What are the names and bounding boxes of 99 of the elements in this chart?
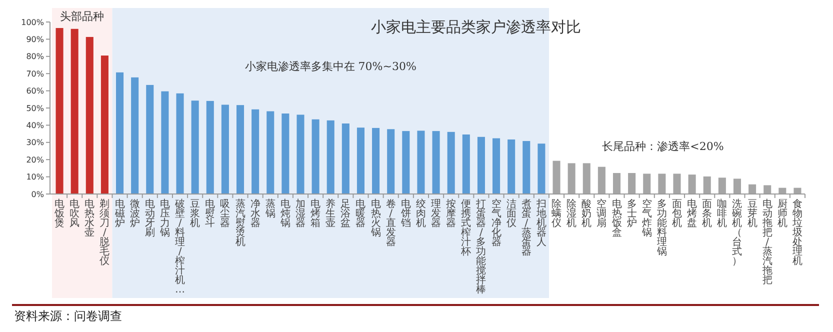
bar <box>538 144 546 194</box>
x-tick-label: 养生壶 <box>326 198 336 229</box>
annotation: 长尾品种：渗透率<20% <box>602 140 724 153</box>
x-tick-label: 电熨斗 <box>205 198 216 229</box>
y-tick-label: 60% <box>26 86 44 96</box>
text: 资料来源：问卷调查 <box>14 309 122 323</box>
y-tick-label: 20% <box>26 155 44 164</box>
y-tick-label: 90% <box>26 35 44 44</box>
x-tick-label: 空气炸锅 <box>640 198 652 238</box>
x-tick-label: 电炖锅 <box>279 198 290 229</box>
band-label: 小家电渗透率多集中在 70%~30% <box>244 60 416 73</box>
x-tick-label: 卷/直发器 <box>386 198 396 248</box>
x-tick-label: 电饭煲 <box>54 198 65 229</box>
x-tick-label: 电磁炉 <box>114 198 125 229</box>
chart-title: 小家电主要品类家户渗透率对比 <box>371 18 581 36</box>
bar <box>508 139 516 194</box>
y-tick-label: 30% <box>26 138 44 148</box>
x-tick-label: 豆芽机 <box>747 199 758 229</box>
x-tick-label: 除螨仪 <box>552 198 562 229</box>
bar <box>86 36 94 194</box>
band-label: 头部品种 <box>60 10 104 23</box>
y-tick-label: 80% <box>26 52 44 62</box>
x-tick-label: 便携式榨汁杯 <box>460 199 472 258</box>
x-tick-label: 面包机 <box>672 199 682 229</box>
x-tick-label: 蒸锅 <box>264 198 276 220</box>
y-tick-label: 100% <box>21 18 44 27</box>
x-tick-label: 多士炉 <box>626 198 637 229</box>
bar <box>266 111 274 194</box>
bar <box>447 132 455 194</box>
bar <box>372 128 380 194</box>
x-tick-label: 电压力锅 <box>158 198 170 238</box>
y-tick-label: 40% <box>26 121 44 130</box>
x-tick-label: 扫地机器人 <box>535 198 546 248</box>
x-tick-label: 咖啡机 <box>717 198 728 229</box>
bar <box>70 28 78 194</box>
bar <box>236 105 244 194</box>
bar <box>131 77 139 194</box>
x-tick-label: 豆浆机 <box>190 199 200 229</box>
x-tick-label: 电热火锅 <box>370 198 381 238</box>
x-tick-label: 食物垃圾处理机 <box>791 198 802 267</box>
bar <box>252 109 260 194</box>
bar <box>206 100 214 194</box>
x-tick-label: 厨师机 <box>777 199 788 229</box>
x-tick-label: 空气净化器 <box>491 198 502 248</box>
x-tick-label: 电热水壶 <box>84 198 95 238</box>
x-tick-label: 加湿器 <box>295 198 306 229</box>
bar <box>387 129 395 194</box>
bar <box>356 128 364 194</box>
category-label: 打蛋器/多功能搅拌棒 <box>476 199 486 296</box>
bar <box>402 131 410 194</box>
x-tick-label: 电热饭盒 <box>610 198 622 238</box>
x-tick-label: 电烤箱 <box>310 198 321 229</box>
x-tick-label: 除湿机 <box>566 198 577 229</box>
bar <box>477 136 485 194</box>
x-tick-label: 洁面仪 <box>506 198 516 229</box>
bar <box>116 72 124 194</box>
x-tick-label: 蒸汽熨烫机 <box>235 198 246 248</box>
x-tick-label: 空调扇 <box>596 198 607 229</box>
x-tick-label: 电动牙刷 <box>144 198 155 238</box>
bar <box>56 28 64 194</box>
x-tick-label: 电烤盘 <box>687 198 698 229</box>
bar <box>312 119 320 194</box>
bar <box>522 141 530 194</box>
y-tick-label: 70% <box>26 69 44 78</box>
x-tick-label: 电饼铛 <box>400 198 411 229</box>
x-tick-label: 酸奶机 <box>582 198 592 229</box>
x-tick-label: 净水器 <box>250 198 260 229</box>
bar <box>221 104 229 194</box>
bar <box>161 91 169 194</box>
bar <box>146 84 154 194</box>
bar <box>100 56 108 194</box>
bar <box>282 114 290 194</box>
bar <box>342 123 350 194</box>
category-label: 破壁/料理/榨汁机… <box>175 199 186 296</box>
x-tick-label: 多功能料理锅 <box>656 198 667 258</box>
x-tick-label: 电暖器 <box>356 198 366 229</box>
x-tick-label: 微波炉 <box>130 199 140 229</box>
bar <box>176 93 184 194</box>
x-tick-label: 理发器 <box>431 199 442 229</box>
bar <box>432 131 440 194</box>
x-tick-label: 足浴盆 <box>340 199 351 229</box>
category-label: 电动拖把/蒸汽拖把 <box>762 199 772 286</box>
bar <box>191 100 199 194</box>
bar <box>462 134 470 194</box>
x-tick-label: 绞肉机 <box>416 198 426 229</box>
x-tick-label: 煮蛋/蒸蛋器 <box>521 198 532 258</box>
x-tick-label: 电吹风 <box>70 198 80 229</box>
x-tick-label: 按摩器 <box>446 198 456 229</box>
bar <box>326 120 334 194</box>
bar <box>492 138 500 194</box>
x-tick-label: 剃须刀/脱毛仪 <box>100 198 110 267</box>
bar <box>417 130 425 194</box>
x-tick-label: 洗碗机（台式） <box>732 198 742 267</box>
y-tick-label: 10% <box>26 172 44 182</box>
y-tick-label: 50% <box>26 104 44 113</box>
y-tick-label: 0% <box>31 190 44 199</box>
x-tick-label: 吸尘器 <box>220 199 230 229</box>
bar <box>296 114 304 194</box>
x-tick-label: 面条机 <box>702 199 712 229</box>
